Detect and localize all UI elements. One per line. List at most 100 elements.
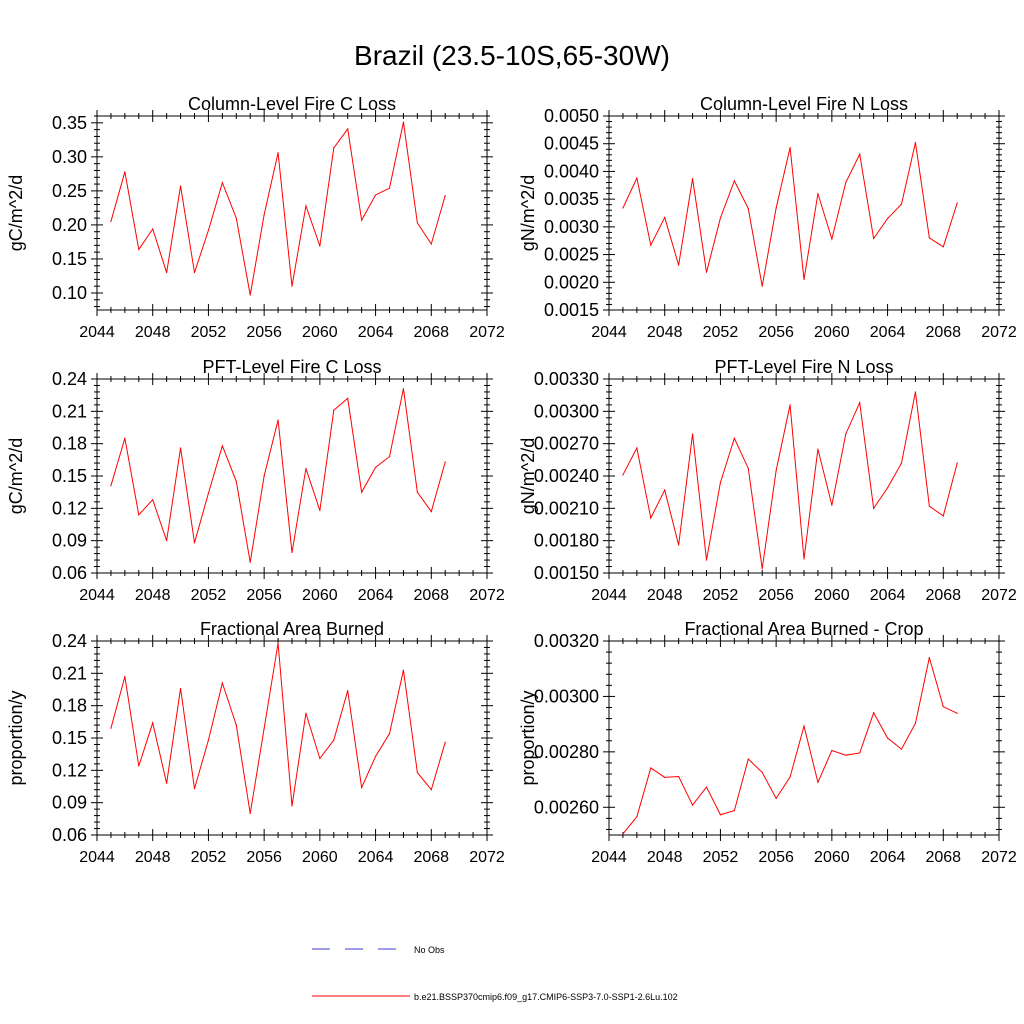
x-tick-label: 2044 — [79, 324, 115, 341]
x-tick-label: 2056 — [246, 587, 282, 604]
data-point — [942, 706, 944, 708]
page-title: Brazil (23.5-10S,65-30W) — [354, 40, 670, 71]
data-point — [430, 789, 432, 791]
data-point — [277, 419, 279, 421]
x-tick-label: 2060 — [814, 324, 850, 341]
x-tick-label: 2052 — [703, 587, 739, 604]
data-point — [249, 561, 251, 563]
data-point — [636, 447, 638, 449]
x-tick-label: 2064 — [870, 849, 906, 866]
data-point — [873, 507, 875, 509]
data-point — [166, 271, 168, 274]
data-point — [789, 146, 791, 149]
y-tick-label: 0.18 — [52, 434, 87, 454]
data-point — [361, 786, 363, 789]
y-tick-label: 0.12 — [52, 498, 87, 518]
x-tick-label: 2064 — [870, 587, 906, 604]
data-point — [705, 271, 708, 273]
data-point — [416, 491, 418, 493]
data-point — [444, 741, 446, 743]
x-tick-label: 2056 — [246, 849, 282, 866]
series-line — [110, 643, 446, 814]
x-tick-label: 2048 — [135, 587, 171, 604]
x-tick-label: 2072 — [981, 587, 1017, 604]
x-tick-label: 2068 — [925, 587, 961, 604]
data-point — [333, 147, 335, 149]
y-tick-label: 0.09 — [52, 531, 87, 551]
data-point — [166, 782, 168, 784]
x-tick-label: 2072 — [981, 324, 1017, 341]
data-point — [319, 509, 321, 512]
data-point — [747, 207, 749, 210]
data-point — [650, 767, 652, 769]
data-point — [803, 278, 805, 281]
x-tick-label: 2060 — [814, 587, 850, 604]
y-tick-label: 0.15 — [52, 728, 87, 748]
y-tick-label: 0.00320 — [534, 631, 599, 651]
data-point — [277, 642, 279, 644]
data-point — [719, 217, 722, 219]
data-point — [193, 271, 196, 274]
plot-frame — [608, 115, 1000, 311]
y-tick-label: 0.24 — [52, 369, 87, 389]
data-point — [152, 499, 154, 501]
y-tick-label: 0.0035 — [544, 189, 599, 209]
data-point — [678, 544, 680, 546]
legend-obs-label: No Obs — [414, 945, 445, 955]
data-point — [761, 568, 763, 570]
x-tick-label: 2044 — [591, 849, 627, 866]
data-point — [845, 433, 847, 435]
data-point — [110, 485, 112, 487]
data-point — [430, 510, 432, 513]
data-point — [886, 487, 889, 489]
y-tick-label: 0.15 — [52, 249, 87, 269]
y-tick-label: 0.00210 — [534, 498, 599, 518]
data-point — [803, 558, 805, 560]
x-tick-label: 2060 — [302, 849, 338, 866]
data-point — [636, 177, 638, 179]
series-line — [110, 122, 446, 296]
chart-title: PFT-Level Fire C Loss — [202, 357, 381, 377]
chart-panel-5: Fractional Area Burned proportion/y 2044 20… — [6, 619, 505, 866]
data-point — [138, 514, 140, 516]
y-tick-label: 0.0020 — [544, 272, 599, 292]
x-tick-label: 2072 — [469, 324, 505, 341]
data-point — [152, 228, 154, 230]
data-point — [733, 180, 735, 182]
y-tick-label: 0.09 — [52, 793, 87, 813]
data-point — [928, 237, 930, 239]
x-tick-label: 2068 — [413, 324, 449, 341]
data-point — [733, 437, 735, 439]
data-point — [347, 397, 349, 399]
chart-title: Column-Level Fire N Loss — [700, 94, 908, 114]
data-point — [402, 669, 405, 671]
data-point — [942, 246, 944, 248]
data-point — [291, 551, 293, 554]
y-tick-label: 0.00330 — [534, 369, 599, 389]
x-tick-label: 2064 — [358, 587, 394, 604]
x-tick-label: 2056 — [758, 849, 794, 866]
y-tick-label: 0.21 — [52, 401, 87, 421]
y-tick-label: 0.20 — [52, 215, 87, 235]
data-point — [347, 128, 349, 130]
data-point — [845, 754, 847, 756]
x-tick-label: 2052 — [191, 587, 227, 604]
data-point — [650, 517, 652, 519]
x-tick-label: 2072 — [469, 587, 505, 604]
x-tick-label: 2056 — [246, 324, 282, 341]
data-point — [207, 739, 210, 741]
chart-title: Fractional Area Burned - Crop — [684, 619, 923, 639]
data-point — [775, 207, 777, 209]
y-tick-label: 0.00260 — [534, 797, 599, 817]
data-point — [831, 238, 833, 240]
series-line — [110, 388, 446, 563]
data-point — [110, 220, 112, 223]
chart-panel-3: PFT-Level Fire C Loss gC/m^2/d 2044 2048 205… — [6, 357, 505, 604]
y-tick-label: 0.25 — [52, 181, 87, 201]
y-tick-label: 0.0030 — [544, 217, 599, 237]
data-point — [388, 456, 391, 458]
series-line — [622, 142, 958, 287]
chart-title: Column-Level Fire C Loss — [188, 94, 396, 114]
chart-title: Fractional Area Burned — [200, 619, 384, 639]
y-axis-label: gC/m^2/d — [6, 438, 26, 514]
